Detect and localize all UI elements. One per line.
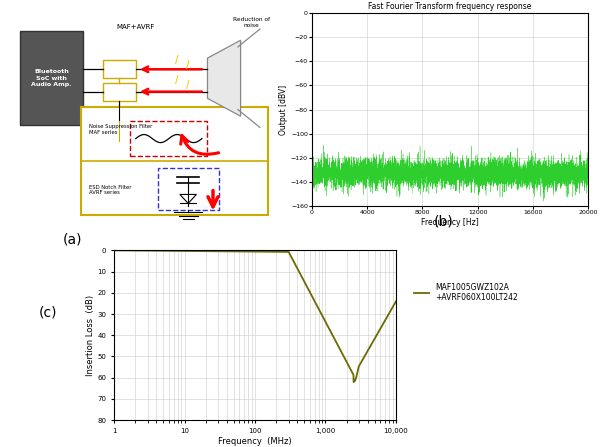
Legend: MAF1005GWZ102A
+AVRF060X100LT242: MAF1005GWZ102A +AVRF060X100LT242 (411, 280, 521, 305)
Bar (80, 107, 268, 215)
Text: /: / (187, 60, 190, 70)
Text: Noise Suppression Filter
MAF series: Noise Suppression Filter MAF series (89, 124, 152, 135)
Text: Reduction of
noise: Reduction of noise (233, 17, 270, 28)
Bar (130, 121, 208, 156)
Polygon shape (180, 194, 196, 203)
Bar (103, 83, 136, 101)
Text: /: / (175, 76, 179, 85)
Text: (b): (b) (434, 215, 454, 228)
Text: Bluetooth
SoC with
Audio Amp.: Bluetooth SoC with Audio Amp. (31, 69, 72, 87)
X-axis label: Frequency  (MHz): Frequency (MHz) (218, 437, 292, 446)
Text: (a): (a) (62, 232, 82, 246)
Text: (c): (c) (39, 306, 57, 320)
Bar (158, 168, 218, 210)
Text: ESD Notch Filter
AVRF series: ESD Notch Filter AVRF series (89, 185, 131, 195)
Title: Fast Fourier Transform frequency response: Fast Fourier Transform frequency respons… (368, 2, 532, 11)
FancyBboxPatch shape (2, 7, 286, 235)
Bar (103, 60, 136, 78)
Text: MAF+AVRF: MAF+AVRF (116, 24, 155, 30)
Text: /: / (175, 55, 179, 65)
Y-axis label: Insertion Loss  (dB): Insertion Loss (dB) (86, 295, 95, 376)
X-axis label: Frequency [Hz]: Frequency [Hz] (421, 218, 479, 227)
Bar (20, 31, 83, 125)
Y-axis label: Output [dBV]: Output [dBV] (279, 84, 288, 135)
Text: /: / (187, 80, 190, 90)
Polygon shape (208, 40, 241, 116)
